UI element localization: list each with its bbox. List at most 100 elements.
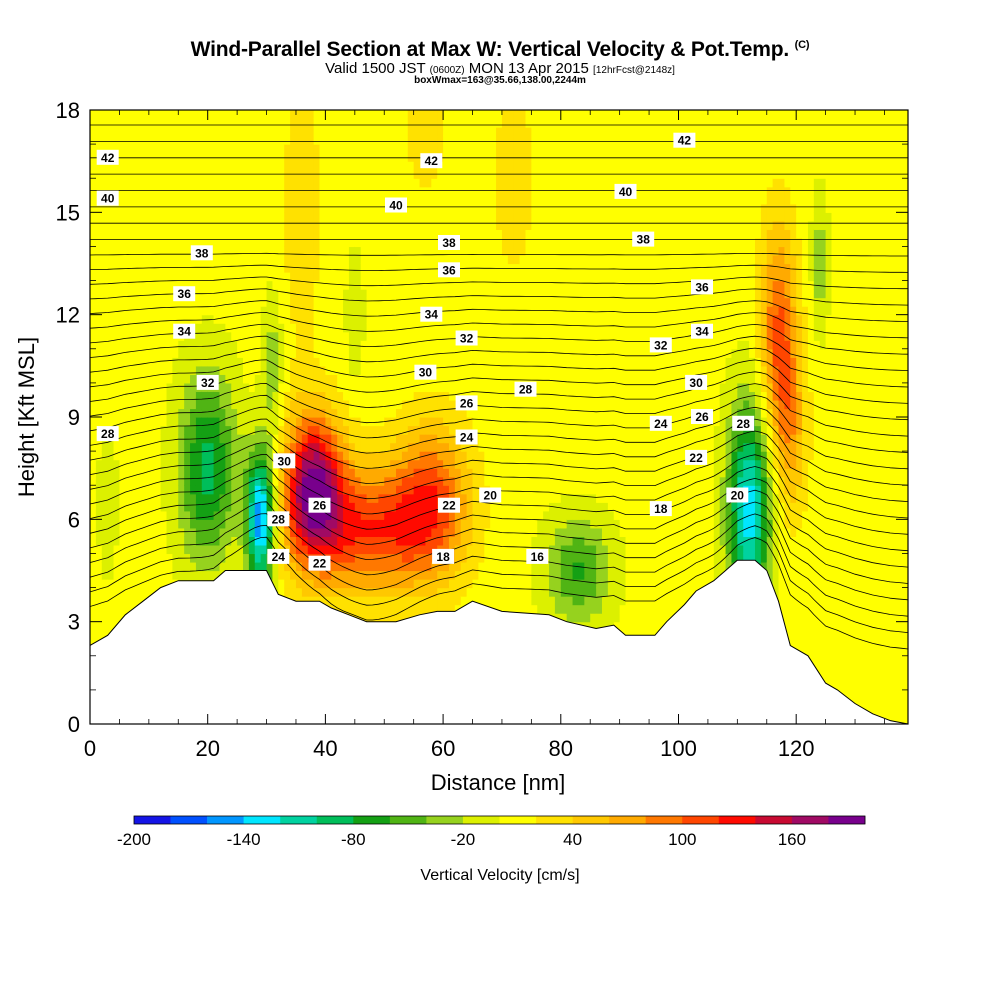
w-cell: [354, 127, 362, 137]
w-cell: [472, 357, 479, 367]
w-cell: [154, 434, 162, 444]
w-cell: [125, 289, 132, 299]
w-cell: [331, 135, 338, 145]
w-cell: [466, 459, 474, 469]
w-cell: [90, 596, 97, 606]
w-cell: [325, 391, 332, 401]
w-cell: [325, 357, 332, 367]
w-cell: [154, 195, 162, 205]
w-cell: [307, 544, 315, 555]
w-cell: [437, 365, 444, 375]
w-cell: [378, 613, 385, 623]
w-cell: [248, 118, 256, 128]
w-cell: [419, 263, 427, 273]
w-cell: [137, 544, 144, 555]
w-cell: [466, 561, 474, 572]
w-cell: [419, 212, 427, 222]
w-cell: [225, 237, 232, 248]
w-cell: [490, 280, 497, 290]
w-cell: [419, 254, 427, 265]
w-cell: [148, 527, 156, 537]
w-cell: [407, 493, 415, 503]
w-cell: [160, 468, 168, 478]
w-cell: [343, 272, 350, 282]
w-cell: [231, 476, 238, 486]
w-cell: [407, 272, 415, 282]
w-cell: [119, 357, 126, 367]
w-cell: [437, 135, 444, 145]
w-cell: [472, 254, 479, 265]
w-cell: [254, 323, 262, 333]
w-cell: [154, 365, 162, 375]
w-cell: [431, 536, 438, 546]
w-cell: [313, 348, 321, 358]
w-cell: [184, 357, 191, 367]
w-cell: [413, 596, 421, 606]
w-cell: [431, 195, 438, 205]
w-cell: [190, 544, 197, 555]
w-cell: [472, 442, 479, 452]
w-cell: [360, 297, 368, 307]
w-cell: [313, 476, 321, 486]
w-cell: [101, 493, 109, 503]
w-cell: [407, 178, 415, 188]
w-cell: [113, 263, 121, 273]
w-cell: [419, 186, 427, 196]
w-cell: [278, 178, 285, 188]
w-cell: [272, 178, 279, 188]
w-cell: [243, 323, 250, 333]
w-cell: [354, 152, 362, 162]
w-cell: [195, 118, 203, 128]
w-cell: [142, 561, 150, 572]
w-cell: [313, 297, 321, 307]
w-cell: [484, 425, 491, 435]
w-cell: [142, 152, 150, 162]
w-cell: [401, 263, 409, 273]
w-cell: [295, 348, 303, 358]
w-cell: [490, 178, 497, 188]
w-cell: [378, 425, 385, 435]
w-cell: [190, 110, 197, 120]
w-cell: [131, 399, 138, 410]
w-cell: [490, 144, 497, 154]
w-cell: [190, 263, 197, 273]
w-cell: [95, 340, 103, 350]
w-cell: [260, 272, 268, 282]
w-cell: [384, 118, 391, 128]
w-cell: [131, 459, 138, 469]
w-cell: [190, 391, 197, 401]
w-cell: [443, 442, 450, 452]
w-cell: [125, 297, 132, 307]
w-cell: [154, 570, 162, 580]
w-cell: [360, 246, 368, 256]
w-cell: [125, 212, 132, 222]
w-cell: [466, 596, 474, 606]
w-cell: [231, 237, 238, 248]
w-cell: [319, 374, 326, 384]
w-cell: [225, 212, 232, 222]
w-cell: [213, 468, 221, 478]
w-cell: [243, 331, 250, 341]
w-cell: [307, 451, 315, 461]
w-cell: [101, 161, 109, 171]
w-cell: [478, 451, 485, 461]
w-cell: [466, 408, 474, 418]
w-cell: [184, 237, 191, 248]
w-cell: [307, 357, 315, 367]
w-cell: [184, 152, 191, 162]
w-cell: [472, 110, 479, 120]
w-cell: [313, 527, 321, 537]
w-cell: [325, 382, 332, 393]
w-cell: [284, 297, 291, 307]
w-cell: [284, 502, 291, 512]
w-cell: [201, 468, 209, 478]
w-cell: [407, 561, 415, 572]
w-cell: [272, 110, 279, 120]
w-cell: [419, 178, 427, 188]
w-cell: [95, 289, 103, 299]
w-cell: [178, 254, 185, 265]
w-cell: [160, 451, 168, 461]
w-cell: [431, 408, 438, 418]
w-cell: [378, 510, 385, 520]
w-cell: [295, 561, 303, 572]
